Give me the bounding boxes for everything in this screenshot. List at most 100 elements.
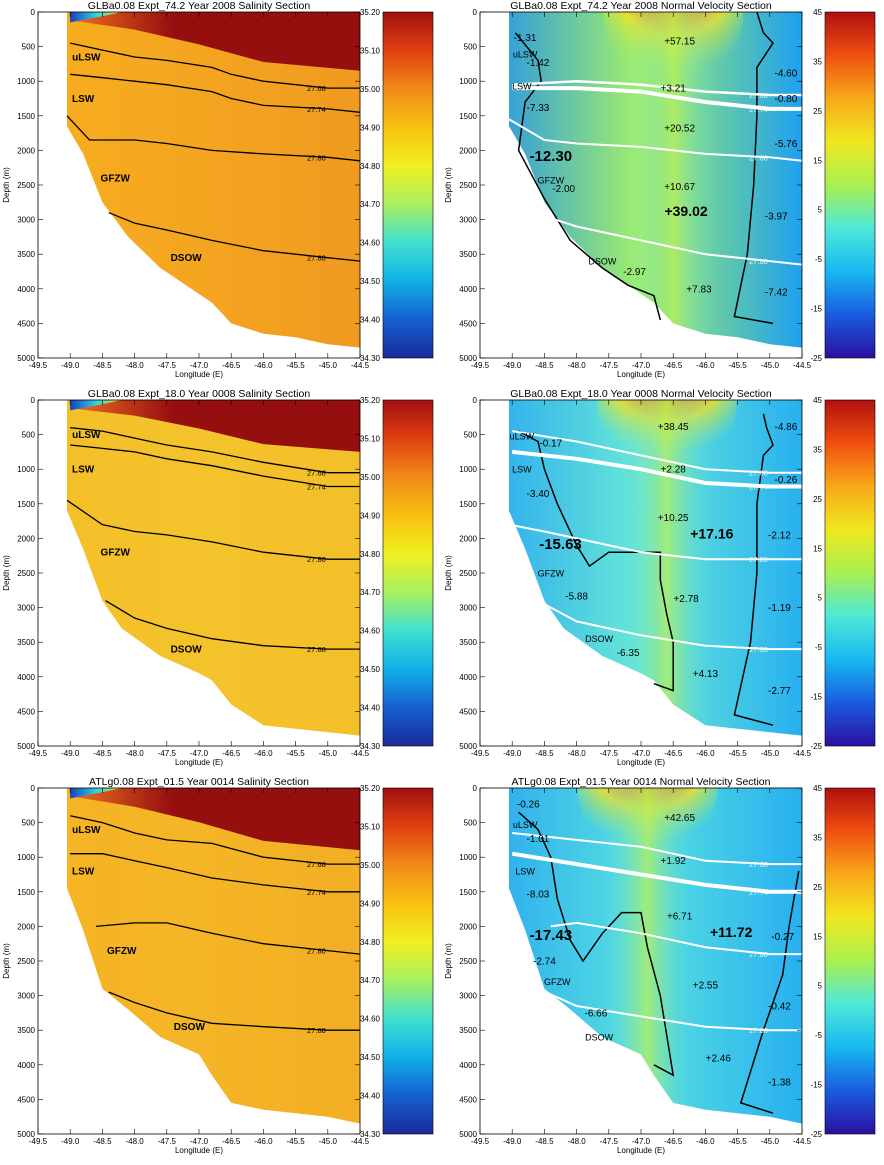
y-axis-label: Depth (m) — [2, 555, 11, 591]
x-tick-label: -48.5 — [93, 361, 112, 370]
x-tick-label: -48.0 — [567, 361, 586, 370]
warm-layer — [70, 788, 360, 851]
y-tick-label: 2000 — [17, 534, 35, 543]
y-tick-label: 1500 — [459, 500, 477, 509]
colorbar-label: 34.50 — [360, 1053, 381, 1062]
y-tick-label: 500 — [464, 431, 478, 440]
y-tick-label: 500 — [22, 819, 36, 828]
colorbar — [824, 787, 876, 1135]
y-tick-label: 2500 — [17, 957, 35, 966]
colorbar-label: 34.40 — [360, 316, 381, 325]
data-label: GFZW — [544, 977, 571, 987]
data-label: uLSW — [72, 430, 101, 441]
y-tick-label: 0 — [473, 8, 478, 17]
data-label: uLSW — [72, 825, 101, 836]
data-label: -17.43 — [530, 927, 573, 944]
y-tick-label: 1500 — [459, 112, 477, 121]
x-tick-label: -44.5 — [793, 361, 812, 370]
colorbar-label: 15 — [813, 544, 822, 553]
y-tick-label: 2500 — [17, 569, 35, 578]
x-tick-label: -48.5 — [93, 749, 112, 758]
colorbar-label: -15 — [810, 305, 822, 314]
colorbar-label: 34.40 — [360, 704, 381, 713]
x-tick-label: -49.0 — [503, 361, 522, 370]
isopycnal-label: 27.74 — [307, 888, 326, 897]
x-tick-label: -45.5 — [728, 749, 747, 758]
isopycnal-label: 27.80 — [749, 555, 768, 564]
panel-1: GLBa0.08 Expt_74.2 Year 2008 Salinity Se… — [0, 0, 442, 388]
data-label: LSW — [512, 82, 532, 92]
y-tick-label: 4000 — [17, 1061, 35, 1070]
y-tick-label: 2500 — [17, 181, 35, 190]
colorbar-label: 35.10 — [360, 46, 381, 55]
x-tick-label: -45.0 — [761, 749, 780, 758]
y-tick-label: 5000 — [459, 742, 477, 751]
x-tick-label: -47.5 — [158, 749, 177, 758]
x-tick-label: -48.5 — [535, 749, 554, 758]
isopycnal-line — [508, 523, 802, 561]
data-label: -15.63 — [539, 536, 582, 553]
x-tick-label: -45.5 — [728, 1137, 747, 1146]
y-axis-label: Depth (m) — [444, 555, 453, 591]
y-tick-label: 3000 — [459, 992, 477, 1001]
x-tick-label: -48.5 — [93, 1137, 112, 1146]
colorbar-label: 34.80 — [360, 162, 381, 171]
isopycnal-line — [537, 987, 802, 1032]
isopycnal-label: 27.68 — [749, 860, 768, 869]
isopycnal-label: 27.88 — [307, 254, 326, 263]
isopycnal-line — [66, 115, 361, 162]
x-tick-label: -45.0 — [319, 749, 338, 758]
data-label: uLSW — [513, 50, 538, 60]
chart-title: GLBa0.08 Expt_74.2 Year 2008 Salinity Se… — [88, 0, 311, 12]
colorbar-label: 15 — [813, 932, 822, 941]
data-label: uLSW — [510, 431, 535, 441]
x-tick-label: -48.0 — [125, 749, 144, 758]
panel-2: GLBa0.08 Expt_74.2 Year 2008 Normal Velo… — [442, 0, 884, 388]
velocity-chart-expt-18-0: GLBa0.08 Expt_18.0 Year 0008 Normal Velo… — [444, 388, 876, 767]
y-tick-label: 2000 — [17, 922, 35, 931]
y-tick-label: 4500 — [17, 707, 35, 716]
y-tick-label: 2500 — [459, 181, 477, 190]
isopycnal-line — [512, 86, 802, 111]
y-tick-label: 2000 — [459, 534, 477, 543]
data-label: -1.31 — [514, 33, 537, 44]
x-tick-label: -47.0 — [190, 749, 209, 758]
y-tick-label: 5000 — [459, 354, 477, 363]
x-tick-label: -49.0 — [503, 749, 522, 758]
y-tick-label: 4000 — [17, 285, 35, 294]
isopycnal-label: 27.68 — [307, 469, 326, 478]
y-tick-label: 4500 — [17, 319, 35, 328]
y-tick-label: 3500 — [17, 638, 35, 647]
data-label: +11.72 — [710, 924, 753, 940]
isopycnal-line — [511, 851, 802, 894]
colorbar-label: 34.60 — [360, 239, 381, 248]
data-label: -6.66 — [585, 1008, 608, 1019]
salinity-chart-expt-18-0: GLBa0.08 Expt_18.0 Year 0008 Salinity Se… — [2, 388, 434, 767]
data-label: -1.38 — [768, 1078, 791, 1089]
isopycnal-label: 27.80 — [307, 555, 326, 564]
y-tick-label: 1000 — [459, 853, 477, 862]
isopycnal-label: 27.80 — [307, 153, 326, 162]
colorbar-label: 5 — [818, 206, 823, 215]
chart-title: GLBa0.08 Expt_18.0 Year 0008 Salinity Se… — [88, 388, 311, 400]
isopycnal-label: 27.80 — [749, 153, 768, 162]
colorbar-label: 34.90 — [360, 511, 381, 520]
colorbar — [382, 787, 434, 1135]
y-tick-label: 1500 — [17, 888, 35, 897]
data-label: -1.01 — [527, 834, 550, 845]
y-tick-label: 3000 — [17, 216, 35, 225]
plot-area — [67, 400, 360, 736]
data-label: -5.88 — [565, 591, 588, 602]
colorbar-label: 34.30 — [360, 1130, 381, 1139]
jet-column — [621, 400, 712, 736]
y-tick-label: 500 — [22, 43, 36, 52]
chart-title: GLBa0.08 Expt_18.0 Year 0008 Normal Velo… — [510, 388, 772, 400]
colorbar-label: 35 — [813, 833, 822, 842]
colorbar-label: 35.20 — [360, 784, 381, 793]
data-label: +2.55 — [693, 981, 719, 992]
data-label: LSW — [512, 465, 532, 475]
data-label: -2.12 — [768, 530, 791, 541]
colorbar-label: -15 — [810, 1081, 822, 1090]
data-label: DSOW — [585, 1033, 614, 1043]
data-label: -12.30 — [530, 148, 573, 165]
